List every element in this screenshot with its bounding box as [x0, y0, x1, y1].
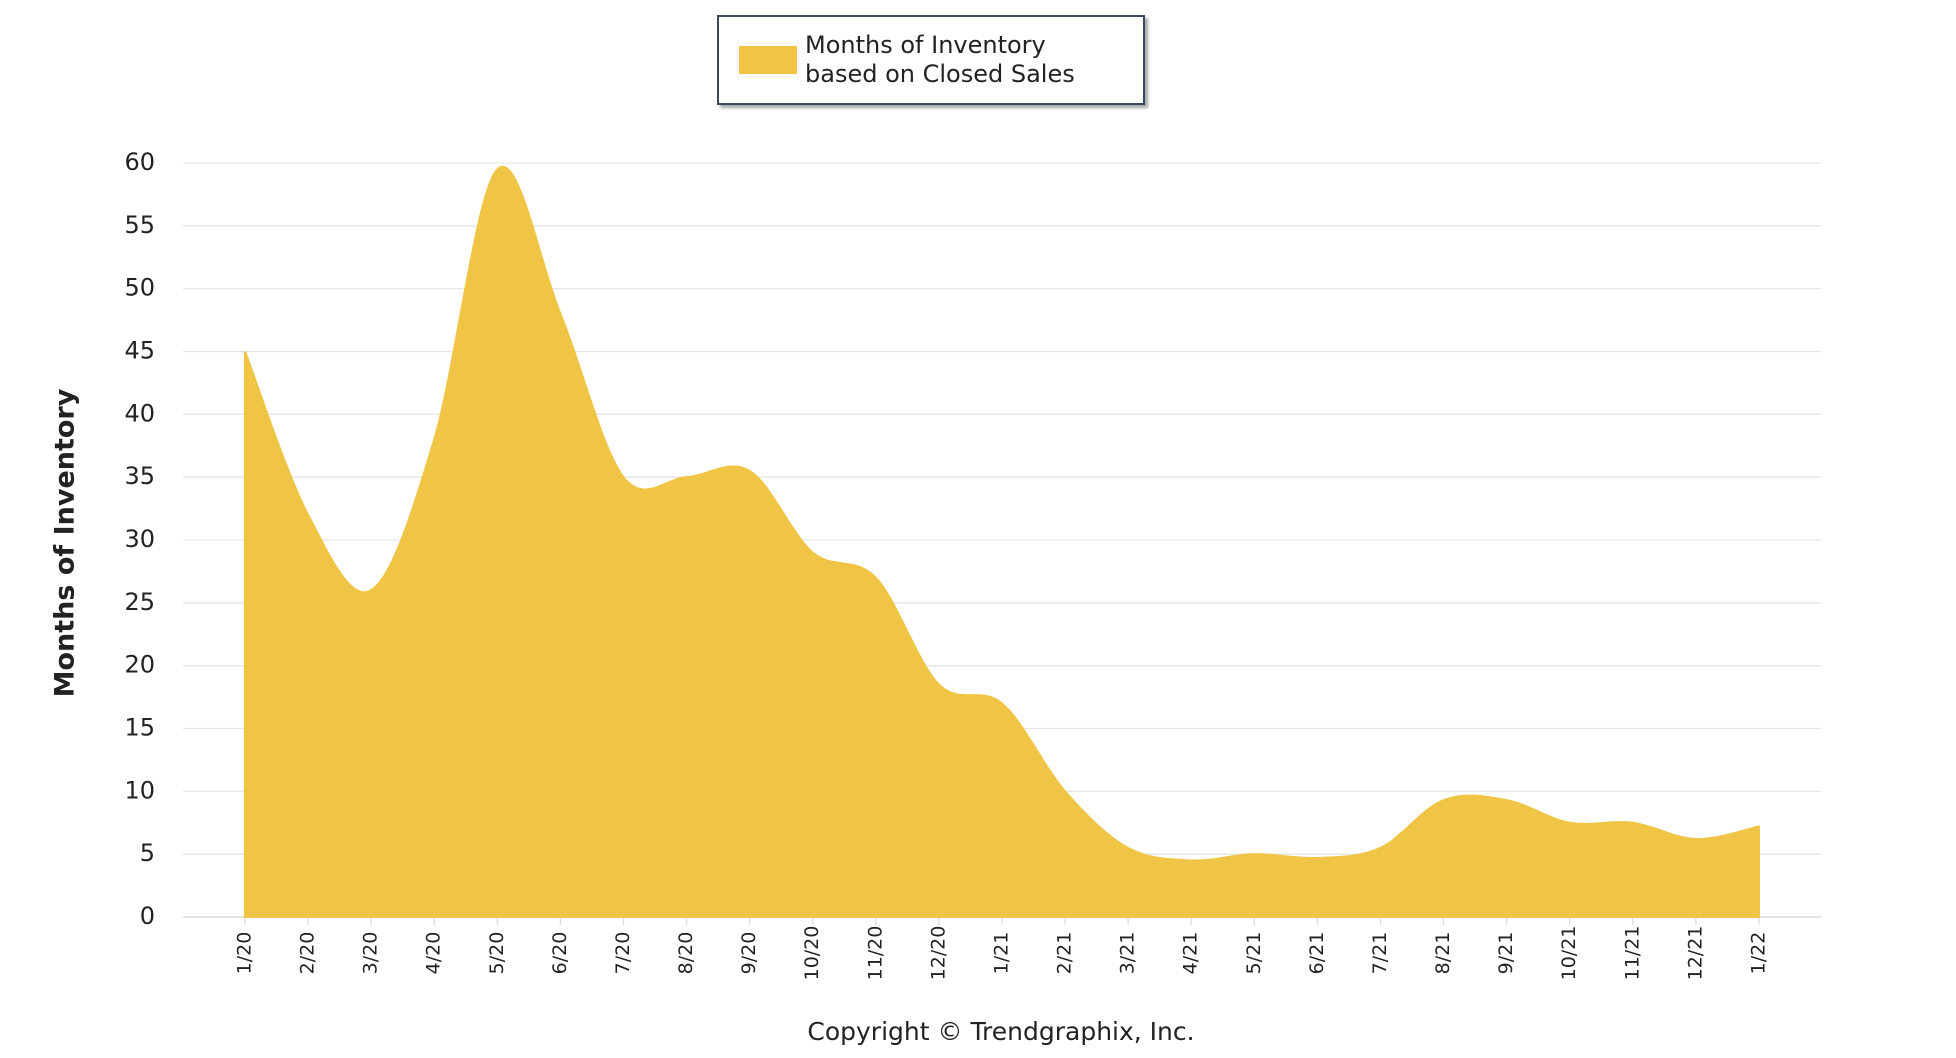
x-tick-label: 4/21: [1180, 932, 1202, 975]
x-tick-label: 12/20: [927, 926, 949, 981]
x-tick-label: 10/21: [1558, 926, 1580, 981]
copyright-note: Copyright © Trendgraphix, Inc.: [807, 1017, 1194, 1046]
x-tick-label: 9/21: [1495, 932, 1517, 975]
x-tick-label: 6/20: [549, 932, 571, 975]
x-tick-label: 3/21: [1117, 932, 1139, 975]
x-tick-label: 8/21: [1432, 932, 1454, 975]
x-tick-label: 7/20: [612, 932, 634, 975]
legend-label: Months of Inventory based on Closed Sale…: [805, 31, 1075, 88]
y-tick-label: 15: [124, 714, 155, 742]
y-tick-label: 40: [124, 399, 155, 427]
y-tick-label: 35: [124, 462, 155, 490]
x-tick-label: 7/21: [1369, 932, 1391, 975]
legend: Months of Inventory based on Closed Sale…: [717, 15, 1145, 105]
x-tick-label: 2/20: [297, 932, 319, 975]
legend-swatch: [739, 46, 797, 74]
y-tick-label: 55: [124, 211, 155, 239]
x-tick-label: 6/21: [1306, 932, 1328, 975]
y-tick-label: 60: [124, 148, 155, 176]
x-tick-label: 1/20: [234, 932, 256, 975]
x-tick-label: 1/21: [990, 932, 1012, 975]
y-tick-label: 25: [124, 588, 155, 616]
y-tick-label: 20: [124, 651, 155, 679]
x-tick-label: 5/20: [486, 932, 508, 975]
y-tick-label: 45: [124, 337, 155, 365]
x-tick-label: 5/21: [1243, 932, 1265, 975]
x-tick-label: 4/20: [423, 932, 445, 975]
y-tick-label: 10: [124, 776, 155, 804]
x-tick-label: 12/21: [1684, 926, 1706, 981]
y-tick-label: 0: [140, 902, 155, 930]
x-tick-label: 10/20: [801, 926, 823, 981]
y-tick-label: 30: [124, 525, 155, 553]
x-tick-label: 11/20: [864, 926, 886, 981]
y-tick-label: 5: [140, 839, 155, 867]
x-tick-label: 3/20: [360, 932, 382, 975]
area: [244, 165, 1760, 918]
x-tick-label: 9/20: [738, 932, 760, 975]
y-tick-label: 50: [124, 274, 155, 302]
x-tick-label: 1/22: [1747, 932, 1769, 975]
x-tick-label: 11/21: [1621, 926, 1643, 981]
x-tick-label: 8/20: [675, 932, 697, 975]
x-tick-label: 2/21: [1054, 932, 1076, 975]
y-axis-label: Months of Inventory: [50, 388, 81, 697]
